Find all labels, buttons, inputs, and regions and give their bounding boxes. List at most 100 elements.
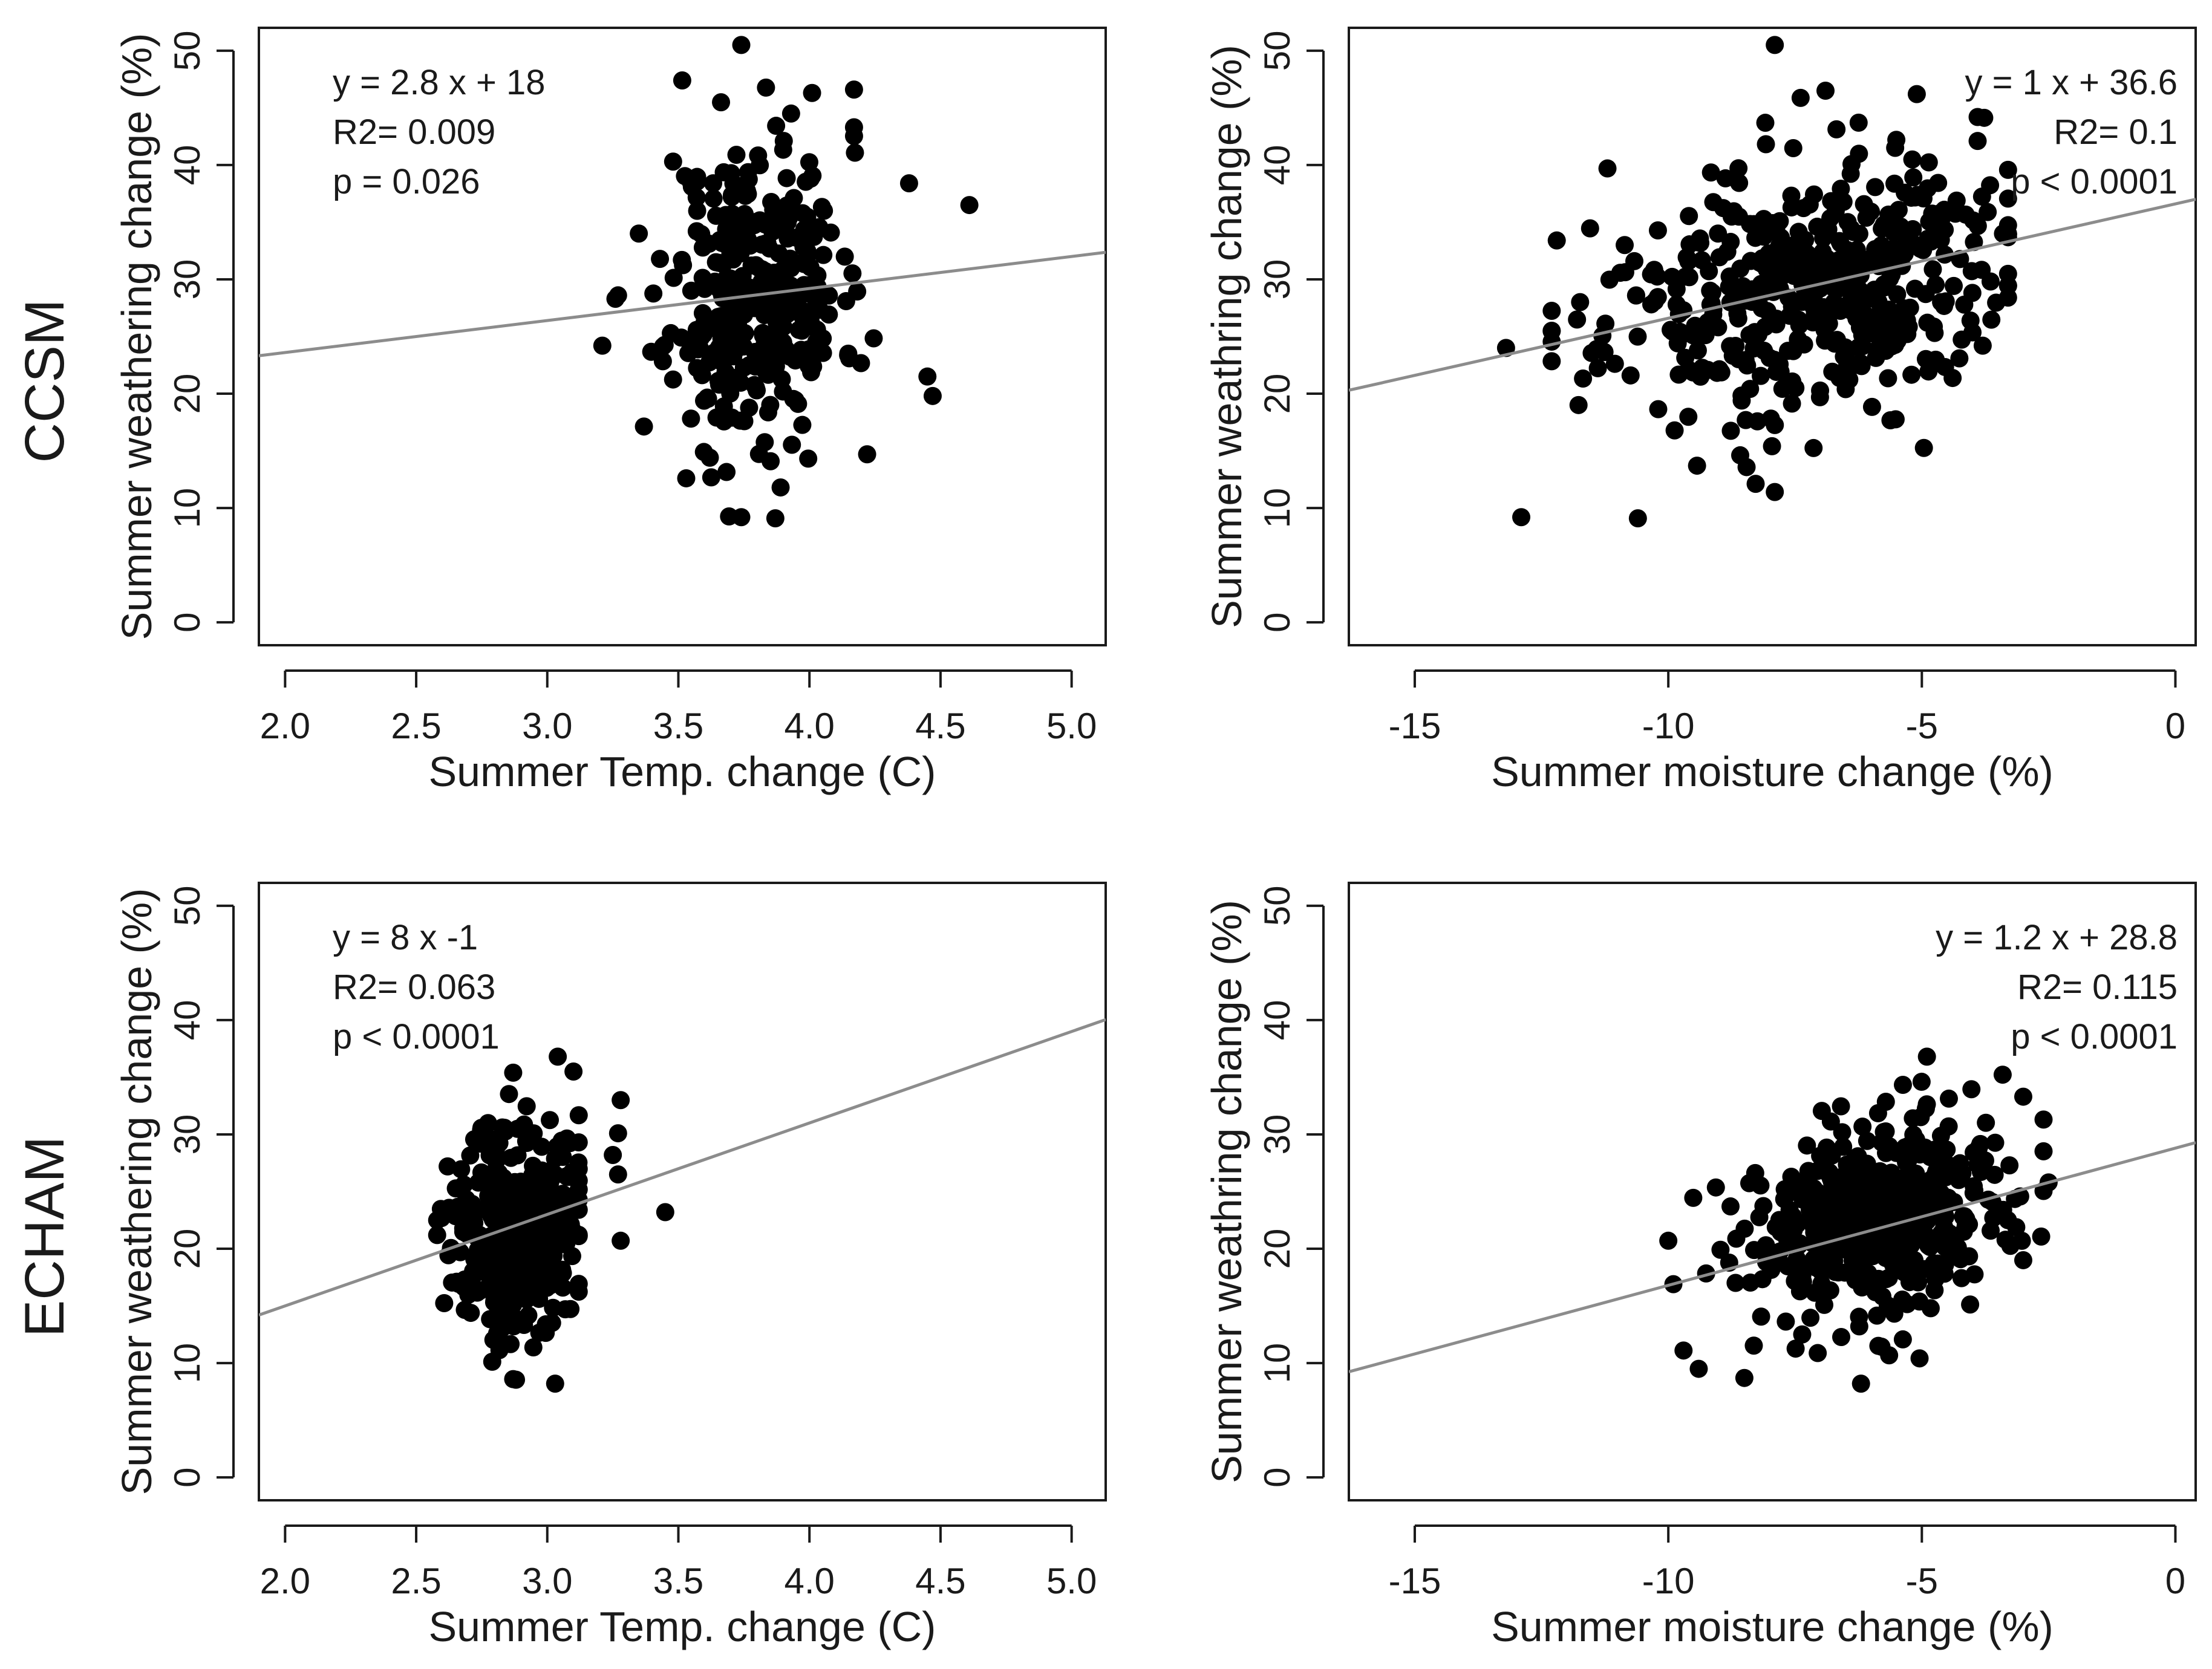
data-point: [569, 1226, 588, 1244]
data-point: [1855, 195, 1873, 213]
data-point: [1628, 509, 1647, 528]
y-tick-label: 10: [1257, 488, 1297, 529]
data-point: [722, 368, 741, 387]
data-point: [1757, 1236, 1775, 1255]
data-point: [1904, 1109, 1922, 1128]
data-point: [716, 306, 735, 325]
data-point: [1813, 242, 1832, 261]
data-point: [664, 268, 683, 287]
data-point: [439, 1157, 457, 1176]
data-point: [1809, 1344, 1827, 1362]
data-point: [720, 507, 739, 525]
data-point: [1677, 248, 1696, 267]
regression-line: [259, 1018, 1106, 1317]
data-point: [1821, 1112, 1840, 1131]
data-point: [1791, 88, 1810, 107]
data-point: [1998, 160, 2017, 179]
data-point: [1884, 1255, 1902, 1274]
data-point: [558, 1129, 576, 1148]
data-point: [734, 358, 753, 377]
data-point: [1783, 394, 1801, 413]
scatter-points: [593, 36, 979, 528]
x-tick-label: -5: [1906, 706, 1938, 746]
data-point: [1748, 412, 1767, 431]
data-point: [532, 1268, 550, 1287]
data-point: [1766, 483, 1784, 501]
y-tick-label: 40: [167, 145, 207, 186]
data-point: [478, 1114, 497, 1133]
y-tick-label: 50: [167, 30, 207, 71]
data-point: [2014, 1087, 2032, 1106]
data-point: [731, 411, 749, 430]
data-point: [696, 276, 714, 295]
data-point: [1912, 1072, 1931, 1091]
regression-annotation: p < 0.0001: [2011, 162, 2178, 201]
data-point: [1858, 1131, 1876, 1150]
data-point: [1811, 381, 1830, 400]
data-point: [529, 1179, 547, 1197]
data-point: [1840, 370, 1859, 389]
data-point: [757, 275, 775, 294]
y-tick-label: 0: [167, 612, 207, 632]
data-point: [1851, 1375, 1870, 1393]
data-point: [864, 329, 883, 348]
y-tick-label: 50: [1257, 30, 1297, 71]
data-point: [790, 288, 809, 307]
data-point: [608, 1165, 627, 1184]
data-point: [1965, 1143, 1983, 1162]
panels: 2.0 2.5 3.0 3.5 4.0 4.5 5.0 Summer Temp. change…: [113, 27, 2197, 1650]
data-point: [1945, 276, 1963, 295]
data-point: [839, 344, 858, 363]
data-point: [479, 1186, 498, 1205]
y-tick-label: 20: [167, 1229, 207, 1269]
data-point: [1718, 242, 1737, 261]
data-point: [1910, 1349, 1929, 1368]
data-point: [1761, 253, 1780, 272]
x-tick-label: -10: [1642, 1561, 1695, 1601]
data-point: [1791, 1178, 1810, 1197]
data-point: [1605, 354, 1624, 373]
data-point: [512, 1263, 530, 1281]
data-point: [716, 345, 735, 364]
data-point: [1894, 299, 1913, 318]
data-point: [727, 145, 746, 164]
data-point: [1973, 336, 1992, 355]
data-point: [461, 1146, 480, 1165]
y-axis-title: Summer weathering change (%): [113, 888, 160, 1495]
data-point: [1905, 279, 1924, 298]
regression-line: [259, 250, 1106, 357]
data-point: [759, 403, 777, 421]
data-point: [1689, 1359, 1708, 1378]
data-point: [1737, 458, 1756, 477]
data-point: [483, 1352, 501, 1371]
data-point: [1936, 1168, 1955, 1186]
data-point: [923, 386, 942, 405]
y-tick-label: 30: [1257, 1114, 1297, 1155]
data-point: [2034, 1142, 2053, 1160]
data-point: [1693, 359, 1712, 377]
data-point: [1925, 1281, 1944, 1300]
data-point: [793, 415, 812, 434]
data-point: [694, 443, 713, 461]
data-point: [714, 163, 733, 181]
data-point: [1952, 1269, 1971, 1287]
data-point: [1542, 352, 1561, 371]
data-point: [1627, 286, 1646, 305]
data-point: [1571, 293, 1590, 311]
data-point: [1724, 202, 1743, 221]
data-point: [1832, 1097, 1850, 1116]
data-point: [1568, 310, 1587, 329]
data-point: [1962, 1080, 1981, 1099]
data-point: [1784, 138, 1803, 157]
data-point: [457, 1190, 475, 1209]
data-point: [1819, 220, 1838, 239]
data-point: [653, 352, 672, 371]
y-axis-title: Summer weathring change (%): [1203, 45, 1250, 628]
data-point: [608, 286, 627, 305]
y-tick-label: 10: [1257, 1343, 1297, 1384]
x-axis-title: Summer Temp. change (C): [428, 748, 936, 795]
data-point: [1766, 36, 1784, 54]
data-point: [1778, 1257, 1797, 1275]
data-point: [745, 376, 764, 394]
data-point: [1851, 354, 1870, 373]
